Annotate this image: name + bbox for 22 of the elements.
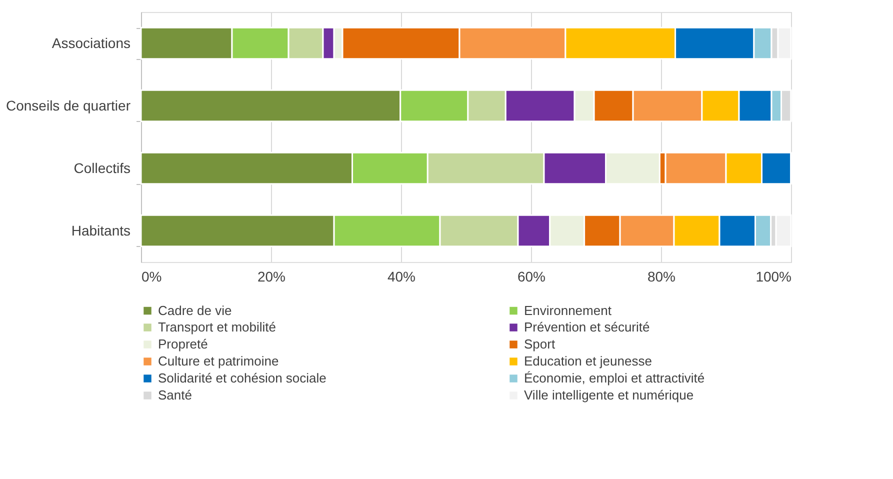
legend-label: Santé xyxy=(158,388,192,402)
x-tick-label: 60% xyxy=(517,268,546,284)
legend-label: Propreté xyxy=(158,336,208,352)
legend-label: Ville intelligente et numérique xyxy=(524,388,694,402)
legend-label: Solidarité et cohésion sociale xyxy=(158,370,326,386)
x-tick-label: 20% xyxy=(257,268,286,284)
legend-label: Prévention et sécurité xyxy=(524,320,650,334)
y-tick-label: Collectifs xyxy=(74,160,130,176)
x-tick-label: 0% xyxy=(142,268,162,284)
y-tick-label: Habitants xyxy=(71,222,130,238)
legend-label: Environnement xyxy=(524,302,612,318)
x-tick-label: 100% xyxy=(756,268,792,284)
legend-label: Économie, emploi et attractivité xyxy=(524,370,705,386)
y-tick-label: Associations xyxy=(52,34,130,51)
y-tick-label: Conseils de quartier xyxy=(6,97,131,114)
x-tick-label: 40% xyxy=(387,268,416,284)
legend-label: Education et jeunesse xyxy=(524,354,652,368)
legend-label: Sport xyxy=(524,336,556,352)
x-tick-label: 80% xyxy=(647,268,676,284)
legend-label: Culture et patrimoine xyxy=(158,354,279,368)
legend-label: Transport et mobilité xyxy=(158,320,276,334)
legend-label: Cadre de vie xyxy=(158,302,232,318)
